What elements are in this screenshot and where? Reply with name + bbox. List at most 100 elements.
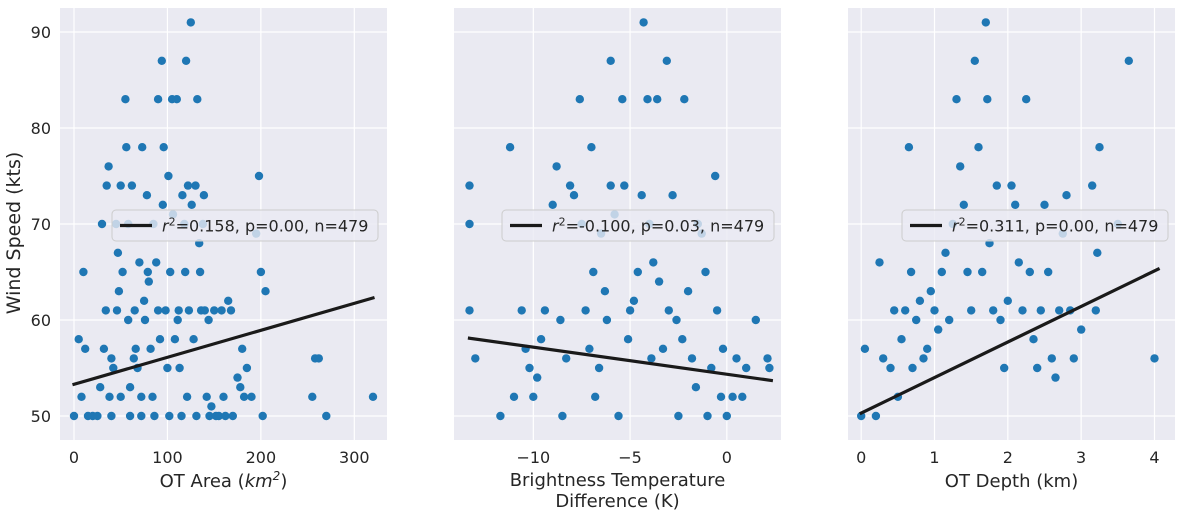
y-tick-label: 60 <box>31 311 51 330</box>
data-point <box>963 267 972 277</box>
data-point <box>173 315 182 325</box>
data-point <box>195 267 205 277</box>
data-point <box>908 363 917 373</box>
data-point <box>637 191 646 200</box>
data-point <box>956 162 965 171</box>
y-tick-label: 70 <box>31 215 51 234</box>
data-point <box>214 411 223 421</box>
data-point <box>102 181 111 190</box>
data-point <box>142 191 152 200</box>
data-point <box>548 200 557 209</box>
x-tick-label: 3 <box>1076 448 1086 467</box>
data-point <box>989 306 998 315</box>
data-point <box>926 287 935 296</box>
data-point <box>589 267 598 277</box>
data-point <box>558 411 567 421</box>
data-point <box>707 363 716 373</box>
data-point <box>623 335 633 344</box>
y-tick-label: 90 <box>31 23 51 42</box>
regression-line <box>467 336 774 383</box>
data-point <box>322 411 331 421</box>
data-point <box>879 354 888 363</box>
data-point <box>678 335 687 344</box>
data-point <box>238 344 247 353</box>
data-point <box>934 325 943 334</box>
x-axis-label: OT Depth (km) <box>945 471 1078 492</box>
data-point <box>1018 306 1027 315</box>
data-point <box>127 181 137 190</box>
data-point <box>224 296 233 305</box>
data-point <box>217 306 226 315</box>
data-point <box>219 392 228 401</box>
data-point <box>618 95 627 104</box>
data-point <box>1033 363 1042 373</box>
data-point <box>1021 95 1031 104</box>
data-point <box>368 392 378 401</box>
data-point <box>552 162 561 171</box>
data-point <box>600 287 610 296</box>
data-point <box>970 56 979 65</box>
data-point <box>99 344 109 353</box>
data-point <box>952 95 961 104</box>
data-point <box>204 315 213 325</box>
data-point <box>602 315 612 325</box>
data-point <box>1047 354 1057 363</box>
data-point <box>945 315 954 325</box>
data-point <box>181 267 190 277</box>
data-point <box>525 363 534 373</box>
data-point <box>178 191 187 200</box>
data-point <box>981 18 990 27</box>
x-tick-label: 1 <box>929 448 939 467</box>
data-point <box>107 411 116 421</box>
data-point <box>860 344 870 353</box>
data-point <box>104 162 113 171</box>
data-point <box>164 171 173 181</box>
data-point <box>77 392 86 401</box>
data-point <box>256 267 266 277</box>
legend-box <box>501 209 775 242</box>
data-point <box>587 143 596 152</box>
data-point <box>239 392 249 401</box>
legend-label: r2=-0.100, p=0.03, n=479 <box>552 216 764 236</box>
data-point <box>1062 191 1071 200</box>
data-point <box>131 344 140 353</box>
data-point <box>625 306 635 315</box>
data-point <box>97 219 107 229</box>
data-point <box>620 181 629 190</box>
data-point <box>113 248 123 257</box>
data-point <box>254 171 264 181</box>
data-point <box>122 143 131 152</box>
data-point <box>233 373 242 382</box>
data-point <box>105 392 114 401</box>
legend-box <box>111 209 379 242</box>
data-point <box>308 392 317 401</box>
data-point <box>177 411 186 421</box>
data-point <box>919 354 928 363</box>
data-point <box>639 18 648 27</box>
data-point <box>654 277 664 286</box>
data-point <box>765 363 774 373</box>
data-point <box>606 56 615 65</box>
data-point <box>129 354 138 363</box>
data-point <box>529 392 538 401</box>
data-point <box>556 315 565 325</box>
data-point <box>116 392 125 401</box>
data-point <box>1011 200 1020 209</box>
data-point <box>205 411 214 421</box>
x-tick-label: 2 <box>1003 448 1013 467</box>
data-point <box>915 296 925 305</box>
data-point <box>664 306 673 315</box>
data-point <box>871 411 881 421</box>
data-point <box>172 95 181 104</box>
data-point <box>1091 306 1101 315</box>
data-point <box>107 354 116 363</box>
legend-label: r2=0.158, p=0.00, n=479 <box>162 216 368 236</box>
legend: r2=0.311, p=0.00, n=479 <box>901 209 1169 242</box>
data-point <box>912 315 921 325</box>
data-point <box>465 219 474 229</box>
data-point <box>202 392 211 401</box>
data-point <box>261 287 270 296</box>
data-point <box>687 354 697 363</box>
data-point <box>959 200 968 209</box>
data-point <box>967 306 976 315</box>
